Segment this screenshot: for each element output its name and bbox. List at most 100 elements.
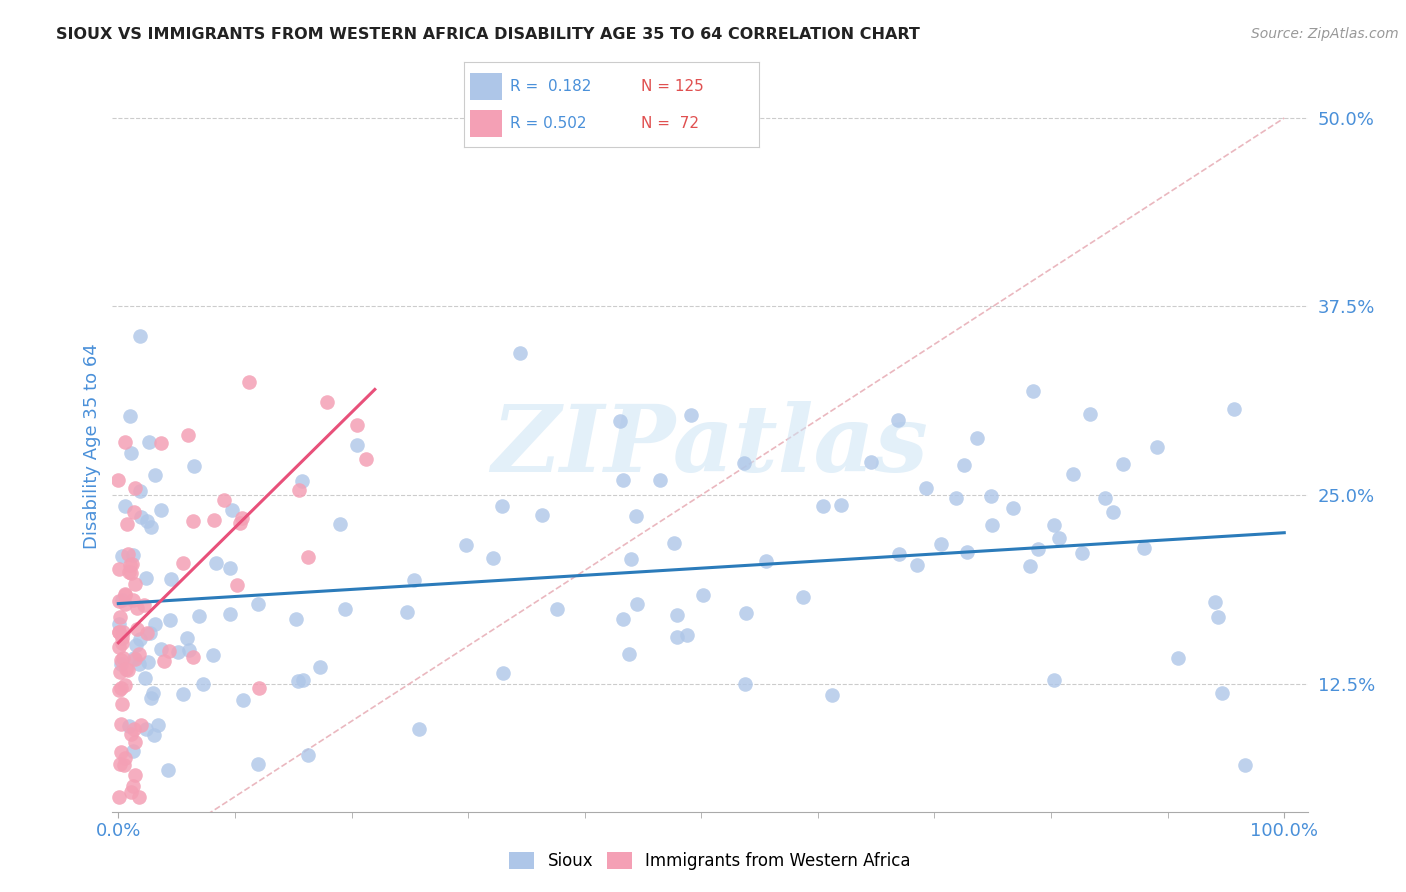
Point xyxy=(124,652,146,666)
Point xyxy=(157,643,180,657)
Point xyxy=(454,538,477,552)
Point xyxy=(132,598,155,612)
Text: N =  72: N = 72 xyxy=(641,116,699,131)
Point xyxy=(231,511,253,525)
Point xyxy=(1204,595,1226,609)
Text: SIOUX VS IMMIGRANTS FROM WESTERN AFRICA DISABILITY AGE 35 TO 64 CORRELATION CHAR: SIOUX VS IMMIGRANTS FROM WESTERN AFRICA … xyxy=(56,27,920,42)
Point xyxy=(181,649,204,664)
Point xyxy=(1146,440,1168,454)
Point xyxy=(609,414,631,428)
Point xyxy=(1101,506,1123,520)
Point xyxy=(150,503,173,517)
Point xyxy=(128,648,150,662)
Point xyxy=(1132,541,1154,555)
Text: R =  0.182: R = 0.182 xyxy=(510,78,591,94)
Point xyxy=(956,544,979,558)
Point xyxy=(114,434,136,449)
Point xyxy=(150,435,173,450)
Point xyxy=(315,395,337,409)
Point xyxy=(107,562,129,576)
Point xyxy=(290,474,312,488)
Point xyxy=(125,639,148,653)
Point xyxy=(395,605,418,619)
Point xyxy=(297,549,319,564)
Point xyxy=(124,768,146,782)
Point xyxy=(128,632,150,647)
Point xyxy=(1111,457,1133,471)
Point xyxy=(115,517,138,532)
Point xyxy=(1022,384,1045,398)
Point xyxy=(221,503,243,517)
Point xyxy=(108,593,131,607)
Point xyxy=(219,560,242,574)
Point xyxy=(1043,518,1066,533)
Point xyxy=(1211,686,1233,700)
Point xyxy=(1026,541,1049,556)
Point xyxy=(120,727,142,741)
Point xyxy=(135,571,157,585)
Point xyxy=(122,722,145,736)
Point xyxy=(202,648,225,662)
Point xyxy=(120,446,142,460)
Point xyxy=(181,514,204,528)
Point xyxy=(929,537,952,551)
Point xyxy=(491,666,513,681)
Point xyxy=(120,558,142,572)
Point xyxy=(177,643,200,657)
Point xyxy=(110,681,132,695)
Point xyxy=(945,491,967,505)
Point xyxy=(111,592,134,607)
Point xyxy=(136,515,159,529)
Point xyxy=(143,728,166,742)
Point xyxy=(136,655,159,669)
Point xyxy=(138,435,160,450)
Point xyxy=(111,698,134,712)
Point xyxy=(664,536,686,550)
Point xyxy=(118,409,141,423)
Point xyxy=(120,785,142,799)
Point xyxy=(232,693,254,707)
Point xyxy=(228,516,250,530)
Point xyxy=(905,558,928,572)
Text: N = 125: N = 125 xyxy=(641,78,704,94)
Point xyxy=(626,597,648,611)
Point xyxy=(193,677,215,691)
Point xyxy=(114,588,136,602)
Point xyxy=(122,548,145,562)
Point xyxy=(354,451,377,466)
Point xyxy=(127,601,149,615)
Point xyxy=(617,647,640,661)
Point xyxy=(112,651,135,665)
Point xyxy=(346,438,368,452)
Point xyxy=(792,590,814,604)
Point xyxy=(733,456,755,470)
Point xyxy=(813,500,835,514)
Point xyxy=(620,552,643,566)
Point xyxy=(292,673,315,688)
Point xyxy=(1043,673,1066,687)
Point xyxy=(135,722,157,736)
Point xyxy=(114,587,136,601)
Point xyxy=(953,458,976,473)
Point xyxy=(246,597,269,611)
Point xyxy=(177,427,200,442)
Point xyxy=(205,556,228,570)
Point xyxy=(830,498,852,512)
Point xyxy=(129,329,152,343)
Point xyxy=(172,687,194,701)
Point xyxy=(114,499,136,513)
Point xyxy=(491,499,513,513)
Point xyxy=(624,508,647,523)
Point xyxy=(124,735,146,749)
FancyBboxPatch shape xyxy=(470,72,502,100)
Legend: Sioux, Immigrants from Western Africa: Sioux, Immigrants from Western Africa xyxy=(503,845,917,877)
Point xyxy=(612,473,634,487)
Point xyxy=(111,635,134,649)
Point xyxy=(887,547,910,561)
Point xyxy=(1047,531,1070,545)
Point xyxy=(110,717,132,731)
Point xyxy=(676,627,699,641)
Point xyxy=(124,504,146,518)
Point xyxy=(139,520,162,534)
Point xyxy=(981,518,1004,533)
